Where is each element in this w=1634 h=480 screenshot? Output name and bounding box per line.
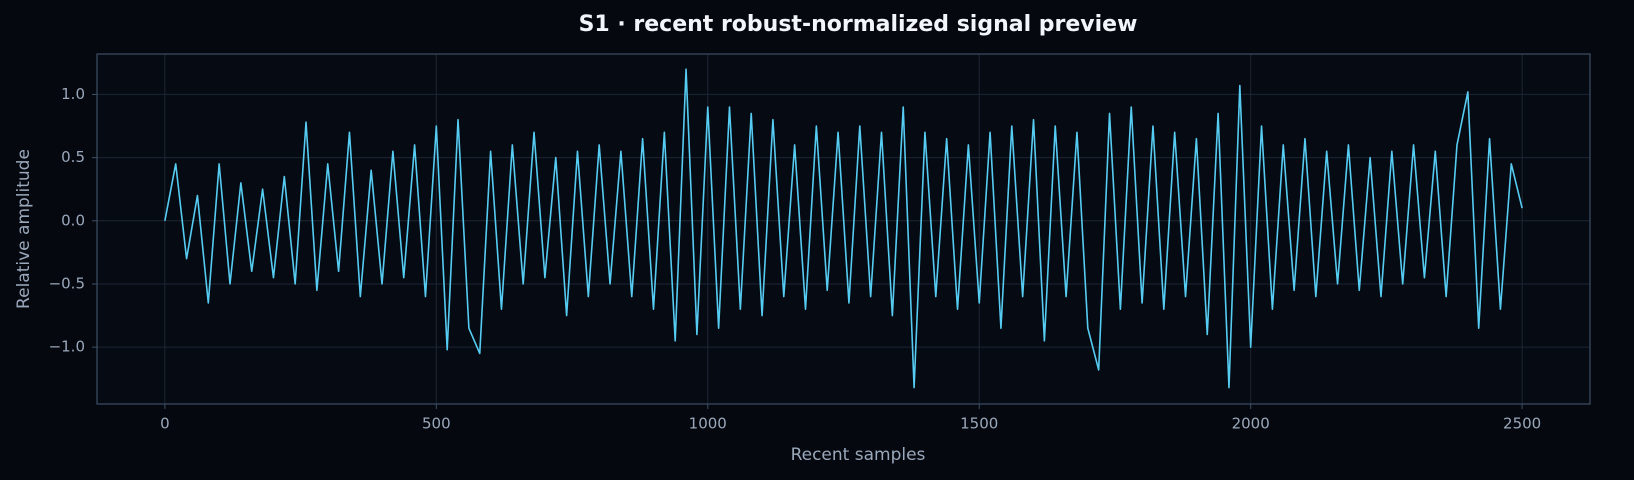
y-tick-label: 1.0 — [61, 85, 85, 103]
x-tick-label: 1500 — [960, 415, 998, 433]
y-tick-label: −1.0 — [49, 338, 85, 356]
signal-line — [164, 68, 1523, 389]
x-axis-label: Recent samples — [791, 445, 926, 465]
y-tick-label: 0.0 — [61, 211, 85, 229]
x-tick-label: 1000 — [689, 415, 727, 433]
x-tick-label: 2000 — [1232, 415, 1270, 433]
x-tick-label: 0 — [160, 415, 170, 433]
plot-frame — [96, 53, 1591, 405]
x-tick-label: 500 — [422, 415, 451, 433]
chart-title: S1 · recent robust-normalized signal pre… — [579, 12, 1138, 37]
x-tick-label: 2500 — [1503, 415, 1541, 433]
y-axis-label: Relative amplitude — [14, 149, 34, 309]
y-tick-label: 0.5 — [61, 148, 85, 166]
y-tick-label: −0.5 — [49, 274, 85, 292]
